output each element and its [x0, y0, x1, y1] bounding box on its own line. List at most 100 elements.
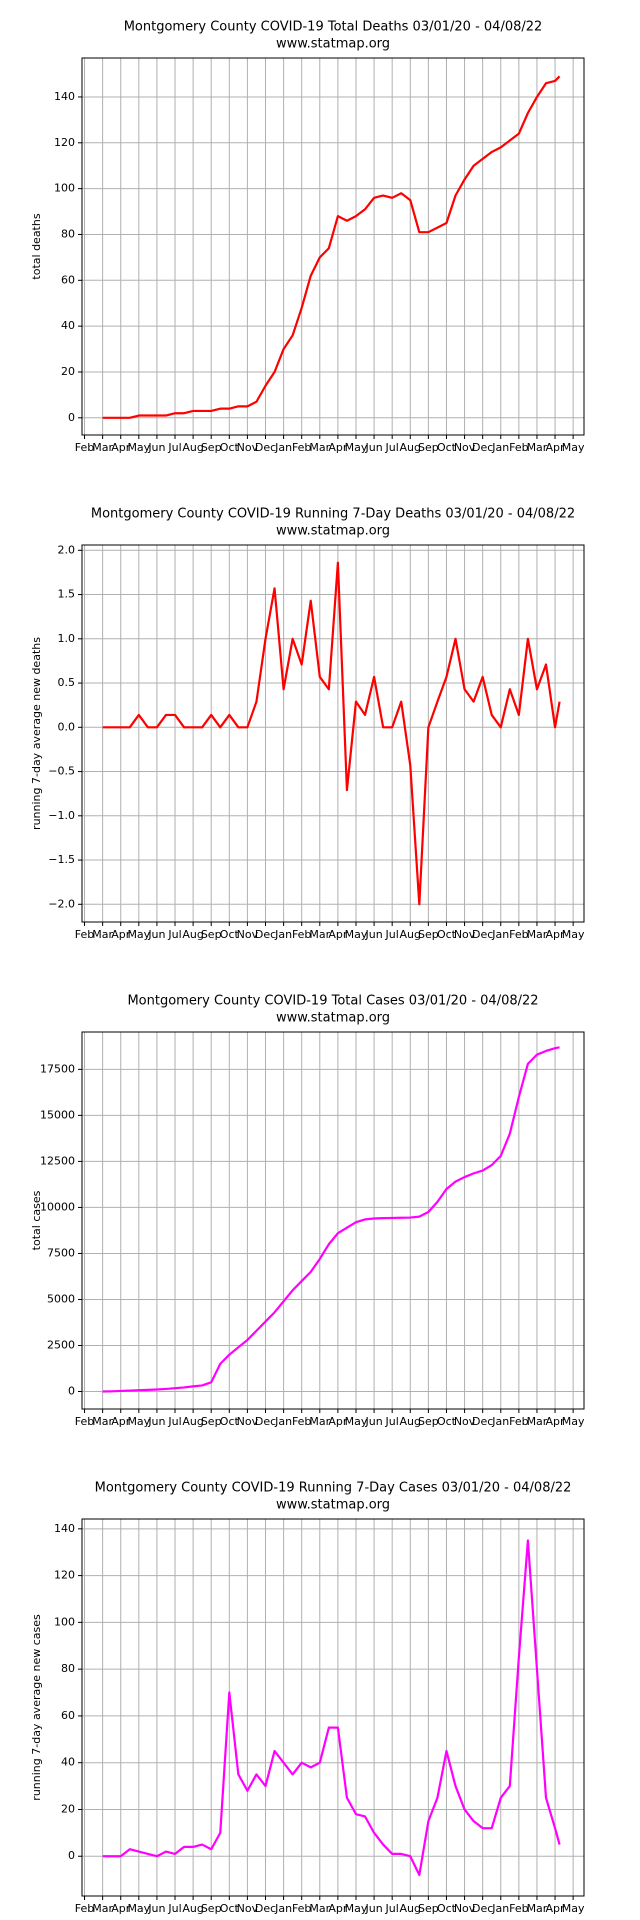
x-tick-label: Mar — [309, 1902, 330, 1915]
x-tick-label: Dec — [255, 1415, 276, 1428]
x-tick-label: May — [345, 1415, 368, 1428]
y-tick-label: 140 — [54, 90, 75, 103]
y-tick-label: 0.5 — [58, 676, 76, 689]
x-tick-label: May — [345, 928, 368, 941]
x-tick-label: Aug — [182, 928, 203, 941]
x-tick-label: Apr — [546, 1902, 566, 1915]
y-tick-label: −0.5 — [48, 765, 75, 778]
x-tick-label: Jan — [274, 1415, 292, 1428]
x-tick-label: Jul — [167, 928, 181, 941]
x-tick-label: Feb — [75, 1415, 94, 1428]
x-tick-label: May — [127, 928, 150, 941]
chart-subtitle: www.statmap.org — [276, 1498, 390, 1513]
y-tick-label: 5000 — [47, 1292, 75, 1305]
x-tick-label: Dec — [472, 1902, 493, 1915]
chart-title: Montgomery County COVID-19 Running 7-Day… — [95, 1481, 572, 1496]
x-tick-label: Apr — [546, 441, 566, 454]
x-tick-label: Nov — [454, 928, 476, 941]
x-tick-label: Feb — [75, 1902, 94, 1915]
plot-frame — [81, 57, 585, 436]
x-tick-label: Nov — [237, 928, 259, 941]
y-tick-label: 100 — [54, 1615, 75, 1628]
x-tick-label: Jun — [147, 1415, 165, 1428]
x-tick-label: Mar — [92, 1902, 113, 1915]
x-tick-label: Feb — [292, 1415, 311, 1428]
x-tick-label: Feb — [75, 928, 94, 941]
chart-title: Montgomery County COVID-19 Total Cases 0… — [127, 994, 538, 1009]
x-tick-label: Oct — [220, 1415, 240, 1428]
x-tick-label: Feb — [75, 441, 94, 454]
y-tick-label: 2.0 — [58, 543, 76, 556]
x-tick-label: Jun — [364, 1902, 382, 1915]
x-tick-label: Apr — [546, 928, 566, 941]
x-tick-label: May — [127, 441, 150, 454]
x-tick-label: Apr — [111, 928, 131, 941]
y-tick-label: −2.0 — [48, 897, 75, 910]
x-tick-label: Jun — [147, 441, 165, 454]
y-axis-label: total deaths — [30, 213, 43, 279]
x-tick-label: Apr — [111, 1902, 131, 1915]
y-axis-label: running 7-day average new deaths — [30, 637, 43, 830]
x-tick-label: Jul — [385, 441, 399, 454]
x-tick-label: Jan — [491, 1415, 509, 1428]
y-tick-label: 0 — [68, 1385, 75, 1398]
x-tick-label: Dec — [472, 441, 493, 454]
x-tick-label: Aug — [400, 1415, 421, 1428]
x-tick-label: May — [345, 441, 368, 454]
y-tick-label: 0 — [68, 1849, 75, 1862]
x-tick-label: Nov — [454, 1902, 476, 1915]
x-tick-label: Jan — [491, 928, 509, 941]
x-tick-label: May — [345, 1902, 368, 1915]
plot-frame — [81, 544, 585, 923]
x-tick-label: Mar — [309, 441, 330, 454]
x-tick-label: May — [127, 1902, 150, 1915]
x-tick-label: Oct — [437, 1415, 457, 1428]
x-tick-label: Mar — [309, 928, 330, 941]
y-tick-label: 2500 — [47, 1338, 75, 1351]
x-tick-label: Sep — [201, 441, 222, 454]
y-tick-label: 1.5 — [58, 588, 76, 601]
x-tick-label: Nov — [454, 441, 476, 454]
chart-title: Montgomery County COVID-19 Total Deaths … — [124, 20, 543, 35]
x-tick-label: Oct — [437, 441, 457, 454]
x-tick-label: Nov — [454, 1415, 476, 1428]
y-tick-label: 40 — [61, 1756, 75, 1769]
chart-subtitle: www.statmap.org — [276, 1011, 390, 1026]
x-tick-label: Mar — [309, 1415, 330, 1428]
x-tick-label: May — [562, 1902, 585, 1915]
x-tick-label: Sep — [418, 1902, 439, 1915]
data-line — [102, 75, 561, 419]
y-tick-label: 20 — [61, 365, 75, 378]
x-tick-label: Jul — [385, 1902, 399, 1915]
x-tick-label: Aug — [400, 928, 421, 941]
x-tick-label: Aug — [400, 441, 421, 454]
y-tick-label: 100 — [54, 182, 75, 195]
x-tick-label: Dec — [255, 928, 276, 941]
y-tick-label: 80 — [61, 1662, 75, 1675]
x-tick-label: Jun — [147, 1902, 165, 1915]
y-tick-label: 120 — [54, 1569, 75, 1582]
y-tick-label: 0.0 — [58, 720, 76, 733]
x-tick-label: Aug — [182, 441, 203, 454]
x-tick-label: Sep — [201, 928, 222, 941]
x-tick-label: Dec — [472, 1415, 493, 1428]
x-tick-label: Nov — [237, 441, 259, 454]
x-tick-label: Sep — [418, 1415, 439, 1428]
x-tick-label: Feb — [292, 928, 311, 941]
x-tick-label: May — [562, 928, 585, 941]
x-tick-label: Jan — [274, 1902, 292, 1915]
x-tick-label: Apr — [328, 928, 348, 941]
x-tick-label: Apr — [328, 1902, 348, 1915]
y-tick-label: 17500 — [40, 1062, 75, 1075]
x-tick-label: Aug — [182, 1415, 203, 1428]
x-tick-label: Mar — [92, 1415, 113, 1428]
y-tick-label: 20 — [61, 1802, 75, 1815]
x-tick-label: Sep — [201, 1415, 222, 1428]
x-tick-label: Apr — [328, 1415, 348, 1428]
plot-frame — [81, 1518, 585, 1897]
x-tick-label: Aug — [182, 1902, 203, 1915]
y-tick-label: 12500 — [40, 1154, 75, 1167]
x-tick-label: Apr — [111, 1415, 131, 1428]
x-tick-label: Dec — [472, 928, 493, 941]
